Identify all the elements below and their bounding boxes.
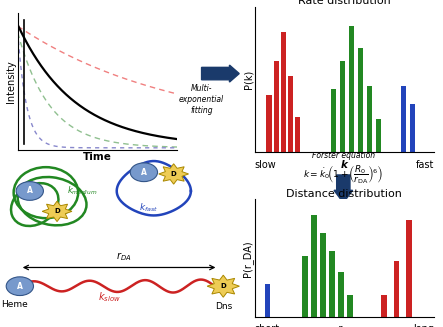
Bar: [281, 32, 286, 152]
Bar: [394, 261, 399, 317]
Text: $k_{slow}$: $k_{slow}$: [98, 290, 120, 304]
Y-axis label: P(k): P(k): [243, 70, 253, 89]
Text: A: A: [27, 186, 33, 196]
Text: Multi-
exponential
fitting: Multi- exponential fitting: [179, 84, 224, 115]
Text: Heme: Heme: [1, 301, 28, 309]
Bar: [288, 76, 293, 152]
Bar: [406, 220, 412, 317]
Bar: [410, 104, 415, 152]
Text: Dns: Dns: [215, 302, 232, 311]
Text: A: A: [141, 168, 147, 177]
Text: $k_{medium}$: $k_{medium}$: [67, 185, 97, 197]
Polygon shape: [159, 164, 189, 184]
FancyArrow shape: [202, 65, 239, 82]
Text: slow: slow: [255, 160, 276, 170]
Bar: [266, 95, 272, 152]
Bar: [367, 86, 372, 152]
Bar: [331, 89, 336, 152]
Bar: [311, 215, 317, 317]
Circle shape: [16, 181, 43, 200]
Title: Distance distribution: Distance distribution: [287, 189, 402, 199]
Y-axis label: Intensity: Intensity: [6, 60, 16, 103]
Text: short: short: [255, 324, 280, 327]
Bar: [340, 61, 346, 152]
Bar: [349, 26, 354, 152]
Bar: [338, 272, 343, 317]
Text: $r_{DA}$: $r_{DA}$: [117, 250, 132, 263]
Bar: [381, 295, 387, 317]
Text: D: D: [54, 208, 60, 215]
Bar: [302, 256, 307, 317]
Bar: [274, 61, 279, 152]
Bar: [264, 284, 270, 317]
Text: long: long: [413, 324, 434, 327]
Bar: [320, 233, 326, 317]
Bar: [295, 117, 300, 152]
Bar: [376, 119, 381, 152]
Text: $r_{DA}$: $r_{DA}$: [337, 323, 352, 327]
Text: $k = \dot{k}_0\!\left(1+\!\left(\dfrac{R_0}{r_{\mathrm{DA}}}\right)^{\!6}\right): $k = \dot{k}_0\!\left(1+\!\left(\dfrac{R…: [303, 164, 384, 186]
Bar: [347, 295, 353, 317]
Y-axis label: P(r_DA): P(r_DA): [242, 240, 253, 277]
Text: D: D: [221, 283, 226, 289]
Bar: [401, 86, 406, 152]
Text: fast: fast: [416, 160, 434, 170]
Text: Förster equation: Förster equation: [312, 151, 375, 160]
Polygon shape: [42, 201, 72, 222]
Circle shape: [6, 277, 34, 296]
Text: D: D: [171, 171, 176, 177]
FancyArrow shape: [334, 175, 353, 203]
X-axis label: Time: Time: [83, 152, 112, 162]
Title: Rate distribution: Rate distribution: [298, 0, 391, 6]
Circle shape: [130, 163, 158, 181]
Text: A: A: [17, 282, 23, 291]
Polygon shape: [207, 275, 239, 297]
Text: $k_{fast}$: $k_{fast}$: [139, 202, 159, 214]
Text: k: k: [341, 160, 348, 170]
Bar: [329, 251, 334, 317]
Bar: [358, 48, 363, 152]
